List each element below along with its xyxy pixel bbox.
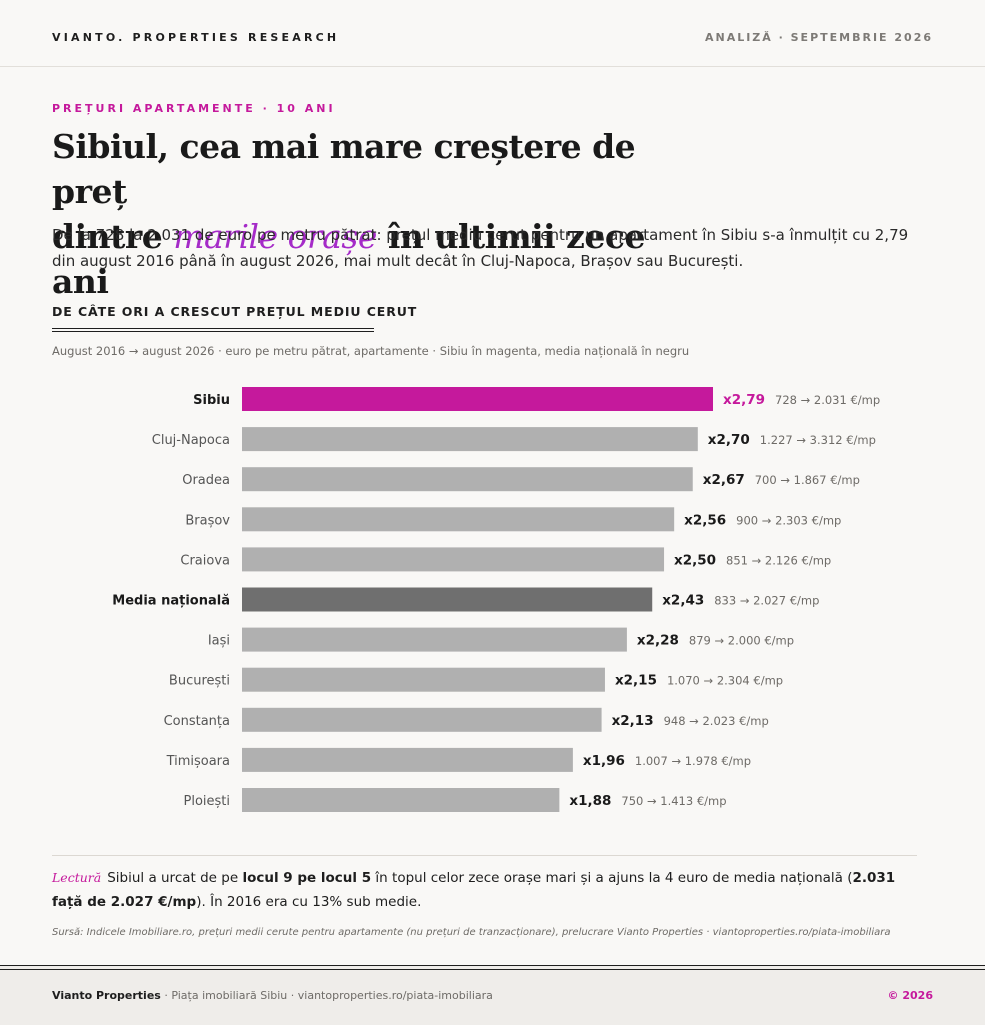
- category-label: Ploiești: [184, 794, 231, 809]
- bar: [242, 507, 675, 532]
- section-rule: [52, 328, 374, 332]
- value-label: x2,15: [615, 673, 657, 689]
- value-label: x2,79: [723, 392, 765, 408]
- bar: [242, 667, 605, 692]
- value-label: x1,88: [569, 793, 611, 809]
- value-label: x2,13: [612, 713, 654, 729]
- price-label: 851 → 2.126 €/mp: [726, 553, 831, 567]
- note-text-b: în topul celor zece orașe mari și a ajun…: [371, 870, 853, 886]
- bar: [242, 547, 665, 572]
- section-heading: DE CÂTE ORI A CRESCUT PREȚUL MEDIU CERUT: [52, 304, 418, 319]
- value-label: x2,28: [637, 633, 679, 649]
- price-label: 700 → 1.867 €/mp: [755, 473, 860, 487]
- note-bold-b: 2.031 față de 2.027 €/mp: [52, 870, 896, 910]
- bar: [242, 788, 560, 812]
- issue-label: ANALIZĂ · SEPTEMBRIE 2026: [704, 31, 933, 44]
- value-label: x2,43: [662, 593, 704, 609]
- title-line-2-prefix: dintre: [52, 217, 174, 256]
- lede-paragraph: De la 728 la 2.031 de euro pe metru pătr…: [52, 226, 909, 270]
- title-highlight: marile orașe: [173, 217, 377, 256]
- category-label: Timișoara: [166, 754, 230, 769]
- category-label: Media națională: [112, 594, 230, 609]
- value-label: x2,50: [674, 552, 716, 568]
- title-line-2-suffix: în ultimii zece ani: [52, 217, 646, 301]
- note-divider: [52, 855, 917, 856]
- note-text-a: Sibiul a urcat de pe: [107, 870, 243, 886]
- price-label: 900 → 2.303 €/mp: [736, 513, 841, 527]
- bar: [242, 627, 627, 652]
- price-label: 879 → 2.000 €/mp: [689, 634, 794, 648]
- category-label: Brașov: [185, 513, 230, 528]
- footer-info: Vianto Properties · Piața imobiliară Sib…: [52, 989, 493, 1002]
- chart-subtitle: August 2016 → august 2026 · euro pe metr…: [52, 344, 690, 358]
- price-label: 833 → 2.027 €/mp: [714, 594, 819, 608]
- bar: [242, 387, 713, 411]
- footer-brand: Vianto Properties: [52, 989, 161, 1002]
- source-line: Sursă: Indicele Imobiliare.ro, prețuri m…: [52, 927, 891, 938]
- footer-rest: · Piața imobiliară Sibiu · viantopropert…: [160, 989, 493, 1002]
- category-label: Iași: [208, 634, 230, 649]
- category-label: București: [169, 674, 230, 689]
- bar: [242, 467, 693, 492]
- category-label: Cluj-Napoca: [152, 433, 230, 448]
- kicker: PREȚURI APARTAMENTE · 10 ANI: [52, 102, 336, 115]
- category-label: Constanța: [164, 714, 230, 729]
- page-title: Sibiul, cea mai mare creștere de preț di…: [52, 124, 692, 304]
- bar: [242, 427, 698, 452]
- value-label: x2,70: [708, 432, 750, 448]
- brand-name: VIANTO. PROPERTIES RESEARCH: [52, 31, 340, 44]
- footer-copyright: © 2026: [887, 989, 933, 1002]
- category-label: Sibiu: [193, 393, 230, 408]
- price-label: 1.007 → 1.978 €/mp: [635, 754, 751, 768]
- price-label: 1.070 → 2.304 €/mp: [667, 674, 783, 688]
- value-label: x2,56: [684, 512, 726, 528]
- bar: [242, 587, 653, 612]
- value-label: x1,96: [583, 753, 625, 769]
- reading-note: Lectură Sibiul a urcat de pe locul 9 pe l…: [52, 866, 922, 914]
- price-label: 728 → 2.031 €/mp: [775, 393, 880, 407]
- note-tag: Lectură: [52, 870, 102, 885]
- note-bold-a: locul 9 pe locul 5: [242, 870, 372, 886]
- bar: [242, 747, 573, 772]
- price-label: 750 → 1.413 €/mp: [621, 794, 726, 808]
- price-label: 948 → 2.023 €/mp: [664, 714, 769, 728]
- title-line-1: Sibiul, cea mai mare creștere de preț: [52, 127, 636, 211]
- note-text-c: ). În 2016 era cu 13% sub medie.: [196, 894, 422, 910]
- category-label: Craiova: [180, 553, 230, 568]
- top-bar: VIANTO. PROPERTIES RESEARCH ANALIZĂ · SE…: [0, 0, 985, 67]
- footer: Vianto Properties · Piața imobiliară Sib…: [0, 965, 985, 1025]
- category-label: Oradea: [182, 473, 230, 488]
- price-label: 1.227 → 3.312 €/mp: [760, 433, 876, 447]
- value-label: x2,67: [703, 472, 745, 488]
- bar-chart: Sibiu x2,79 728 → 2.031 €/mp Cluj-Napoca x2,…: [112, 387, 880, 812]
- bar: [242, 707, 602, 732]
